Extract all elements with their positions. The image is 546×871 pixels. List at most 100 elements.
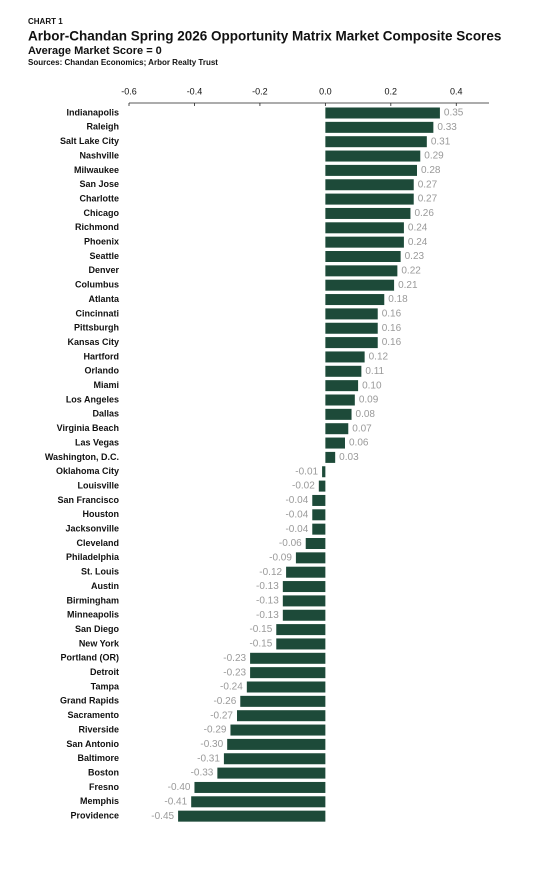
- value-label: -0.15: [249, 624, 272, 635]
- value-label: 0.29: [424, 151, 444, 162]
- y-tick-label: New York: [79, 638, 120, 648]
- bar: [325, 394, 355, 406]
- value-label: -0.29: [204, 725, 227, 736]
- bar: [312, 494, 326, 506]
- bar: [194, 781, 326, 793]
- value-label: -0.13: [256, 581, 279, 592]
- y-tick-label: Virginia Beach: [57, 423, 119, 433]
- y-tick-label: Seattle: [89, 251, 119, 261]
- value-label: 0.27: [418, 179, 438, 190]
- value-label: 0.03: [339, 452, 359, 463]
- value-label: -0.06: [279, 538, 302, 549]
- bar: [325, 279, 395, 291]
- y-tick-label: Atlanta: [88, 294, 119, 304]
- value-label: 0.27: [418, 194, 438, 205]
- y-tick-label: Grand Rapids: [60, 696, 119, 706]
- value-label: 0.26: [414, 208, 434, 219]
- y-tick-label: Detroit: [90, 667, 119, 677]
- bar: [325, 179, 414, 191]
- bar: [237, 710, 326, 722]
- bar: [276, 624, 326, 636]
- y-tick-label: Salt Lake City: [60, 136, 119, 146]
- y-tick-label: San Antonio: [66, 739, 119, 749]
- bar: [325, 121, 434, 133]
- chart-label: CHART 1: [28, 17, 63, 26]
- bar: [325, 337, 378, 349]
- bar: [282, 609, 326, 621]
- bar: [325, 207, 411, 219]
- value-label: 0.11: [365, 366, 384, 377]
- bar: [312, 523, 326, 535]
- y-tick-label: Boston: [88, 767, 119, 777]
- bar: [312, 509, 326, 521]
- value-label: -0.26: [213, 696, 236, 707]
- value-label: -0.31: [197, 753, 220, 764]
- y-tick-label: Denver: [88, 265, 119, 275]
- value-label: -0.41: [164, 796, 187, 807]
- y-tick-label: San Diego: [75, 624, 120, 634]
- bar: [240, 695, 326, 707]
- value-label: 0.18: [388, 294, 408, 305]
- y-tick-label: Portland (OR): [61, 653, 120, 663]
- y-tick-label: Baltimore: [77, 753, 119, 763]
- y-tick-label: Richmond: [75, 222, 119, 232]
- value-label: 0.21: [398, 280, 418, 291]
- x-tick-label: 0.2: [385, 86, 398, 96]
- value-label: 0.16: [382, 337, 402, 348]
- x-tick-label: -0.2: [252, 86, 268, 96]
- value-label: 0.35: [444, 108, 464, 119]
- x-tick-label: 0.0: [319, 86, 332, 96]
- value-label: 0.08: [356, 409, 376, 420]
- bar: [325, 222, 404, 234]
- bar: [325, 107, 440, 119]
- bar: [230, 724, 326, 736]
- bar: [286, 566, 326, 578]
- value-label: -0.15: [249, 639, 272, 650]
- bar: [325, 380, 359, 392]
- y-tick-label: Dallas: [92, 409, 119, 419]
- value-label: 0.33: [437, 122, 457, 133]
- y-tick-label: Raleigh: [86, 122, 119, 132]
- bar: [246, 681, 326, 693]
- y-tick-label: Miami: [93, 380, 119, 390]
- value-label: -0.23: [223, 667, 246, 678]
- bar: [325, 150, 421, 162]
- value-label: -0.04: [285, 524, 308, 535]
- value-label: -0.30: [200, 739, 223, 750]
- value-label: 0.16: [382, 323, 402, 334]
- bar: [217, 767, 326, 779]
- y-tick-label: Hartford: [84, 351, 120, 361]
- y-tick-label: Columbus: [75, 280, 119, 290]
- bar: [191, 796, 326, 808]
- value-label: -0.09: [269, 552, 292, 563]
- value-label: 0.28: [421, 165, 441, 176]
- y-tick-label: Nashville: [79, 150, 119, 160]
- bar: [325, 294, 385, 306]
- value-label: -0.13: [256, 596, 279, 607]
- value-label: 0.24: [408, 222, 428, 233]
- y-tick-label: Memphis: [80, 796, 119, 806]
- y-tick-label: Los Angeles: [66, 394, 119, 404]
- y-tick-label: San Francisco: [57, 495, 119, 505]
- bar: [223, 753, 326, 765]
- y-tick-label: Kansas City: [67, 337, 119, 347]
- value-label: 0.09: [359, 395, 379, 406]
- bar: [325, 136, 427, 148]
- value-label: -0.02: [292, 481, 315, 492]
- bar: [325, 193, 414, 205]
- bar: [325, 251, 401, 262]
- bar: [325, 408, 352, 420]
- value-label: 0.06: [349, 438, 369, 449]
- value-label: -0.45: [151, 811, 174, 822]
- y-tick-label: Jacksonville: [65, 524, 119, 534]
- bar: [282, 595, 326, 607]
- y-tick-label: St. Louis: [81, 567, 119, 577]
- y-tick-label: Cleveland: [76, 538, 119, 548]
- bar: [325, 164, 417, 176]
- value-label: -0.23: [223, 653, 246, 664]
- value-label: -0.13: [256, 610, 279, 621]
- y-tick-label: Charlotte: [79, 193, 119, 203]
- y-tick-label: Philadelphia: [66, 552, 120, 562]
- value-label: 0.12: [369, 352, 389, 363]
